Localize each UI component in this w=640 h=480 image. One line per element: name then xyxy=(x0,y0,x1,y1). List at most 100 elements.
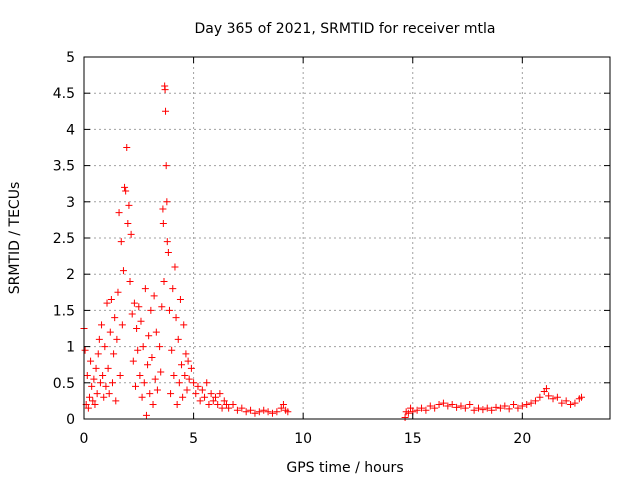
y-tick-label: 3 xyxy=(66,195,75,211)
data-point xyxy=(138,393,146,401)
data-point xyxy=(242,408,250,416)
data-point xyxy=(132,382,140,390)
data-point xyxy=(466,401,474,409)
data-point xyxy=(505,405,513,413)
y-tick-label: 2.5 xyxy=(53,231,75,247)
data-point xyxy=(136,372,144,380)
data-point xyxy=(264,408,272,416)
grid-layer xyxy=(84,57,610,419)
y-tick-label: 1 xyxy=(66,340,75,356)
data-point xyxy=(169,285,177,293)
data-point xyxy=(119,267,127,275)
data-point xyxy=(277,404,285,412)
x-tick-label: 15 xyxy=(404,431,422,447)
data-point xyxy=(510,401,518,409)
data-point xyxy=(448,401,456,409)
x-tick-label: 20 xyxy=(513,431,531,447)
data-point xyxy=(190,379,198,387)
data-point xyxy=(117,238,125,246)
data-point xyxy=(106,328,114,336)
data-point xyxy=(192,390,200,398)
data-point xyxy=(128,310,136,318)
data-point xyxy=(95,335,103,343)
data-point xyxy=(404,409,412,417)
data-point xyxy=(214,401,222,409)
data-point xyxy=(255,408,263,416)
data-point xyxy=(413,406,421,414)
data-point xyxy=(146,390,154,398)
data-point xyxy=(163,238,171,246)
data-point xyxy=(113,335,121,343)
data-point xyxy=(578,393,586,401)
data-point xyxy=(233,406,241,414)
data-point xyxy=(94,350,102,358)
data-point xyxy=(194,382,202,390)
data-point xyxy=(527,399,535,407)
data-points-layer xyxy=(80,82,586,422)
data-point xyxy=(209,397,217,405)
data-point xyxy=(179,393,187,401)
data-point xyxy=(152,328,160,336)
data-point xyxy=(164,248,172,256)
data-point xyxy=(127,230,135,238)
data-point xyxy=(83,372,91,380)
data-point xyxy=(156,343,164,351)
data-point xyxy=(118,321,126,329)
data-point xyxy=(212,393,219,401)
data-point xyxy=(103,299,111,307)
data-point xyxy=(134,346,142,354)
data-point xyxy=(181,372,189,380)
data-point xyxy=(153,386,161,394)
y-tick-label: 0.5 xyxy=(53,376,75,392)
data-point xyxy=(567,401,575,409)
data-point xyxy=(514,404,522,412)
data-point xyxy=(112,397,120,405)
data-point xyxy=(130,299,138,307)
data-point xyxy=(251,409,259,417)
data-point xyxy=(180,321,188,329)
y-tick-label: 5 xyxy=(66,50,75,66)
data-point xyxy=(170,372,178,380)
data-point xyxy=(102,382,110,390)
data-point xyxy=(444,402,452,410)
data-point xyxy=(488,406,496,414)
data-point xyxy=(496,404,504,412)
data-point xyxy=(150,292,158,300)
data-point xyxy=(475,404,482,412)
data-point xyxy=(562,397,570,405)
data-point xyxy=(92,364,100,372)
data-point xyxy=(90,375,98,383)
data-point xyxy=(149,401,157,409)
data-point xyxy=(457,402,465,410)
data-point xyxy=(161,86,169,94)
data-point xyxy=(175,379,183,387)
data-point xyxy=(99,372,107,380)
data-point xyxy=(558,399,566,407)
data-point xyxy=(518,402,526,410)
data-point xyxy=(137,317,145,325)
data-point xyxy=(84,404,92,412)
data-point xyxy=(422,406,430,414)
data-point xyxy=(492,403,500,411)
data-point xyxy=(116,372,124,380)
data-point xyxy=(159,220,167,228)
data-point xyxy=(87,357,95,365)
y-tick-label: 2 xyxy=(66,267,75,283)
data-point xyxy=(141,285,149,293)
data-point xyxy=(229,401,237,409)
y-tick-label: 3.5 xyxy=(53,159,75,175)
data-point xyxy=(133,325,141,332)
data-point xyxy=(545,392,553,400)
y-tick-label: 0 xyxy=(66,412,75,428)
data-point xyxy=(162,107,170,115)
data-point xyxy=(184,357,192,365)
data-point xyxy=(81,346,89,354)
data-point xyxy=(126,277,134,285)
data-point xyxy=(523,401,531,409)
data-point xyxy=(418,404,426,412)
data-point xyxy=(201,393,209,401)
data-point xyxy=(142,411,150,419)
data-point xyxy=(101,343,109,351)
data-point xyxy=(222,401,230,409)
